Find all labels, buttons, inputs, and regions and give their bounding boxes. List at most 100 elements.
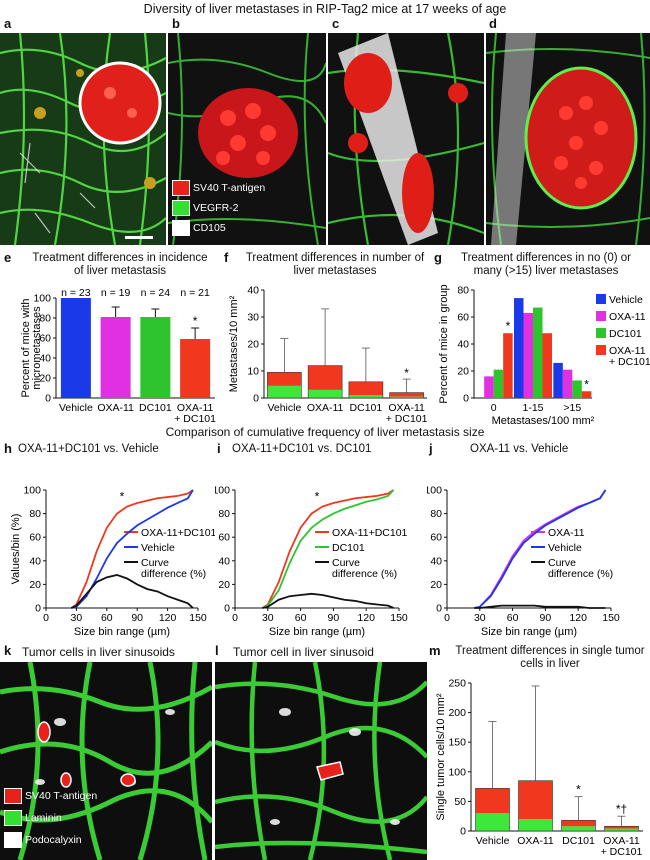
chart-g-bar — [562, 369, 573, 398]
chart-i-y-tick-label: 60 — [218, 532, 230, 544]
panel-label-f: f — [224, 250, 229, 265]
chart-g-x-tick-label: 0 — [491, 402, 497, 414]
chart-h: 0 20 40 60 80 100 Values/bin (%) 0 30 60 90 120 150 S… — [10, 485, 215, 639]
chart-j-y-tick-label: 80 — [430, 508, 442, 520]
micrograph-k — [0, 662, 212, 860]
chart-i-star: * — [315, 490, 320, 504]
chart-g-bar — [514, 298, 524, 398]
chart-g-legend-label: DC101 — [609, 328, 642, 340]
chart-j-y-tick-label: 100 — [427, 485, 442, 497]
legend-item-podocalyxin: Podocalyxin — [4, 832, 82, 848]
chart-i-legend-label: difference (%) — [332, 568, 397, 580]
chart-f: 0 10 20 30 40 Metastases/10 mm² Vehicle OXA-11 D… — [228, 285, 428, 426]
chart-f-y-tick-label: 40 — [247, 285, 259, 297]
chart-m-x-tick-label: OXA-11 — [517, 835, 554, 847]
chart-m-x-tick-label: DC101 — [562, 835, 595, 847]
panel-label-i: i — [217, 441, 221, 456]
chart-g-star: * — [584, 377, 589, 391]
chart-f-x-tick-label: + DC101 — [386, 413, 428, 425]
chart-f-box-lower — [348, 395, 383, 398]
chart-h-series-line — [70, 489, 194, 609]
chart-m-box-upper — [518, 780, 553, 820]
chart-m-y-tick-label: 100 — [448, 766, 466, 778]
chart-i-x-tick-label: 120 — [357, 612, 375, 624]
chart-h-legend-label: difference (%) — [141, 568, 206, 580]
chart-g-bar — [553, 362, 563, 398]
legend-swatch-red — [172, 180, 190, 196]
chart-g-y-label: Percent of mice in group — [438, 284, 450, 403]
chart-j: 0 20 40 60 80 100 0 30 60 90 120 150 Size bin range … — [427, 485, 620, 639]
chart-g-y-tick-label: 80 — [457, 285, 469, 297]
chart-m-star: *† — [616, 802, 627, 816]
chart-i-legend-label: DC101 — [332, 542, 365, 554]
chart-h-title: OXA-11+DC101 vs. Vehicle — [18, 443, 159, 455]
chart-e-x-tick-label: Vehicle — [59, 402, 93, 414]
panel-label-l: l — [215, 643, 219, 658]
chart-f-y-tick-label: 0 — [253, 393, 259, 405]
chart-m-y-tick-label: 250 — [448, 678, 466, 690]
chart-j-x-tick-label: 60 — [507, 612, 519, 624]
panel-label-g: g — [434, 250, 442, 265]
chart-f-x-tick-label: OXA-11 — [307, 402, 344, 414]
chart-h-y-tick-label: 40 — [29, 555, 41, 567]
chart-j-x-tick-label: 90 — [540, 612, 552, 624]
panel-label-a: a — [4, 16, 12, 31]
chart-j-x-tick-label: 150 — [602, 612, 620, 624]
legend-item-sv40-bottom: SV40 T-antigen — [4, 788, 97, 804]
chart-e-y-tick-label: 0 — [45, 393, 51, 405]
chart-e-n-label: n = 21 — [180, 287, 210, 299]
chart-e-y-tick-label: 40 — [39, 353, 51, 365]
chart-m-box-outline — [475, 788, 510, 832]
chart-i-x-tick-label: 60 — [295, 612, 307, 624]
panel-label-m: m — [429, 643, 441, 658]
chart-f-box-upper — [267, 372, 302, 386]
panel-label-j: j — [429, 441, 433, 456]
chart-g-bar — [493, 369, 504, 398]
k-title: Tumor cells in liver sinusoids — [22, 645, 175, 659]
chart-j-series-line — [474, 489, 607, 609]
chart-h-y-label: Values/bin (%) — [10, 514, 22, 585]
chart-f-y-label: Metastases/10 mm² — [228, 295, 240, 392]
chart-j-y-tick-label: 0 — [436, 603, 442, 615]
chart-h-legend-label: Curve — [141, 557, 169, 569]
chart-g-legend-label: OXA-11 — [609, 311, 646, 323]
chart-i-legend-label: OXA-11+DC101 — [332, 527, 408, 539]
chart-j-y-tick-label: 40 — [430, 555, 442, 567]
chart-g-bar — [484, 376, 494, 398]
chart-g-x-label: Metastases/100 mm² — [492, 415, 595, 427]
chart-m-box-outline — [518, 780, 553, 832]
chart-f-y-tick-label: 20 — [247, 339, 259, 351]
chart-g-legend-swatch — [596, 328, 606, 338]
chart-i-y-tick-label: 0 — [224, 603, 230, 615]
chart-j-x-tick-label: 120 — [569, 612, 587, 624]
chart-h-y-tick-label: 0 — [35, 603, 41, 615]
chart-f-x-tick-label: Vehicle — [267, 402, 301, 414]
section-title: Comparison of cumulative frequency of li… — [165, 425, 485, 439]
chart-g-y-tick-label: 20 — [457, 366, 469, 378]
chart-m-box-upper — [561, 820, 596, 827]
panel-label-h: h — [4, 441, 12, 456]
legend-swatch-green — [4, 810, 22, 826]
chart-j-legend-label: difference (%) — [548, 568, 613, 580]
chart-i-title: OXA-11+DC101 vs. DC101 — [232, 443, 372, 455]
chart-j-series-line — [474, 604, 606, 609]
chart-f-x-tick-label: DC101 — [350, 402, 383, 414]
panel-label-c: c — [332, 16, 340, 31]
chart-g-x-tick-label: 1-15 — [522, 402, 543, 414]
chart-f-y-tick-label: 30 — [247, 312, 259, 324]
chart-m-y-tick-label: 0 — [460, 826, 466, 838]
chart-f-box-upper — [308, 365, 343, 390]
chart-f-title: Treatment differences in number of liver… — [245, 252, 425, 277]
chart-g-legend-swatch — [596, 345, 606, 355]
legend-label: CD105 — [193, 222, 226, 234]
legend-label: Laminin — [25, 812, 62, 824]
chart-h-x-tick-label: 90 — [131, 612, 143, 624]
micrograph-a — [0, 33, 166, 245]
chart-f-box-lower — [389, 396, 424, 398]
chart-g-y-tick-label: 60 — [457, 312, 469, 324]
chart-e-y-tick-label: 60 — [39, 333, 51, 345]
chart-m-box-lower — [561, 826, 596, 831]
chart-h-x-label: Size bin range (µm) — [74, 626, 170, 638]
chart-i-series-line — [261, 489, 395, 609]
